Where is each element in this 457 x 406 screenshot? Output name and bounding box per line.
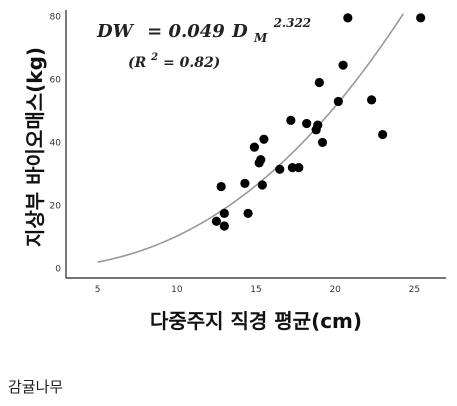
data-points [211,13,426,231]
data-point [256,155,266,165]
data-point [219,208,229,218]
y-tick-label: 40 [50,138,62,148]
data-point [286,115,296,125]
data-point [317,137,328,148]
equation-var: D [231,21,248,42]
data-point [302,118,312,129]
data-point [294,163,304,173]
x-tick-label: 20 [329,285,341,295]
data-point [240,178,250,189]
data-point [416,13,426,23]
equation-exp: 2.322 [273,16,312,30]
data-point [243,208,253,218]
y-tick-label: 80 [50,12,62,22]
y-tick-labels: 0 20 40 60 80 [50,12,62,274]
chart-caption: 감귤나무 [8,378,64,396]
r-squared-open: (R [128,55,146,71]
data-point [366,95,377,105]
data-point [275,164,285,174]
r-squared-sup: 2 [150,52,158,63]
data-point [249,142,260,152]
data-point [343,13,353,23]
x-tick-labels: 5 10 15 20 25 [95,285,420,295]
data-point [287,163,298,173]
y-tick-label: 60 [50,75,62,85]
x-tick-label: 10 [171,285,183,295]
equation-lhs: DW [96,21,135,42]
data-point [333,96,343,107]
data-point [216,181,226,192]
data-point [219,221,229,231]
data-point [313,120,323,130]
data-point [211,216,222,226]
x-tick-label: 25 [409,285,420,295]
y-tick-label: 0 [55,265,61,275]
equation-coef: = 0.049 [147,21,225,42]
equation: DW = 0.049 D M 2.322 [96,16,311,47]
r-squared-rest: = 0.82) [163,55,220,71]
data-point [338,60,348,70]
equation-sub: M [253,31,268,45]
r-squared: (R 2 = 0.82) [128,48,220,71]
data-point [259,134,269,144]
x-tick-label: 15 [250,285,261,295]
y-tick-label: 20 [50,201,62,211]
data-point [378,129,388,140]
data-point [257,180,267,190]
fit-curve [97,13,404,263]
scatter-chart: 0 20 40 60 80 5 10 15 20 25 DW = 0.049 D M 2.322… [23,10,446,333]
data-point [314,77,324,88]
x-tick-label: 5 [95,285,101,295]
x-axis-title: 다중주지 직경 평균(cm) [150,309,362,333]
y-axis-title: 지상부 바이오매스(kg) [23,47,47,247]
